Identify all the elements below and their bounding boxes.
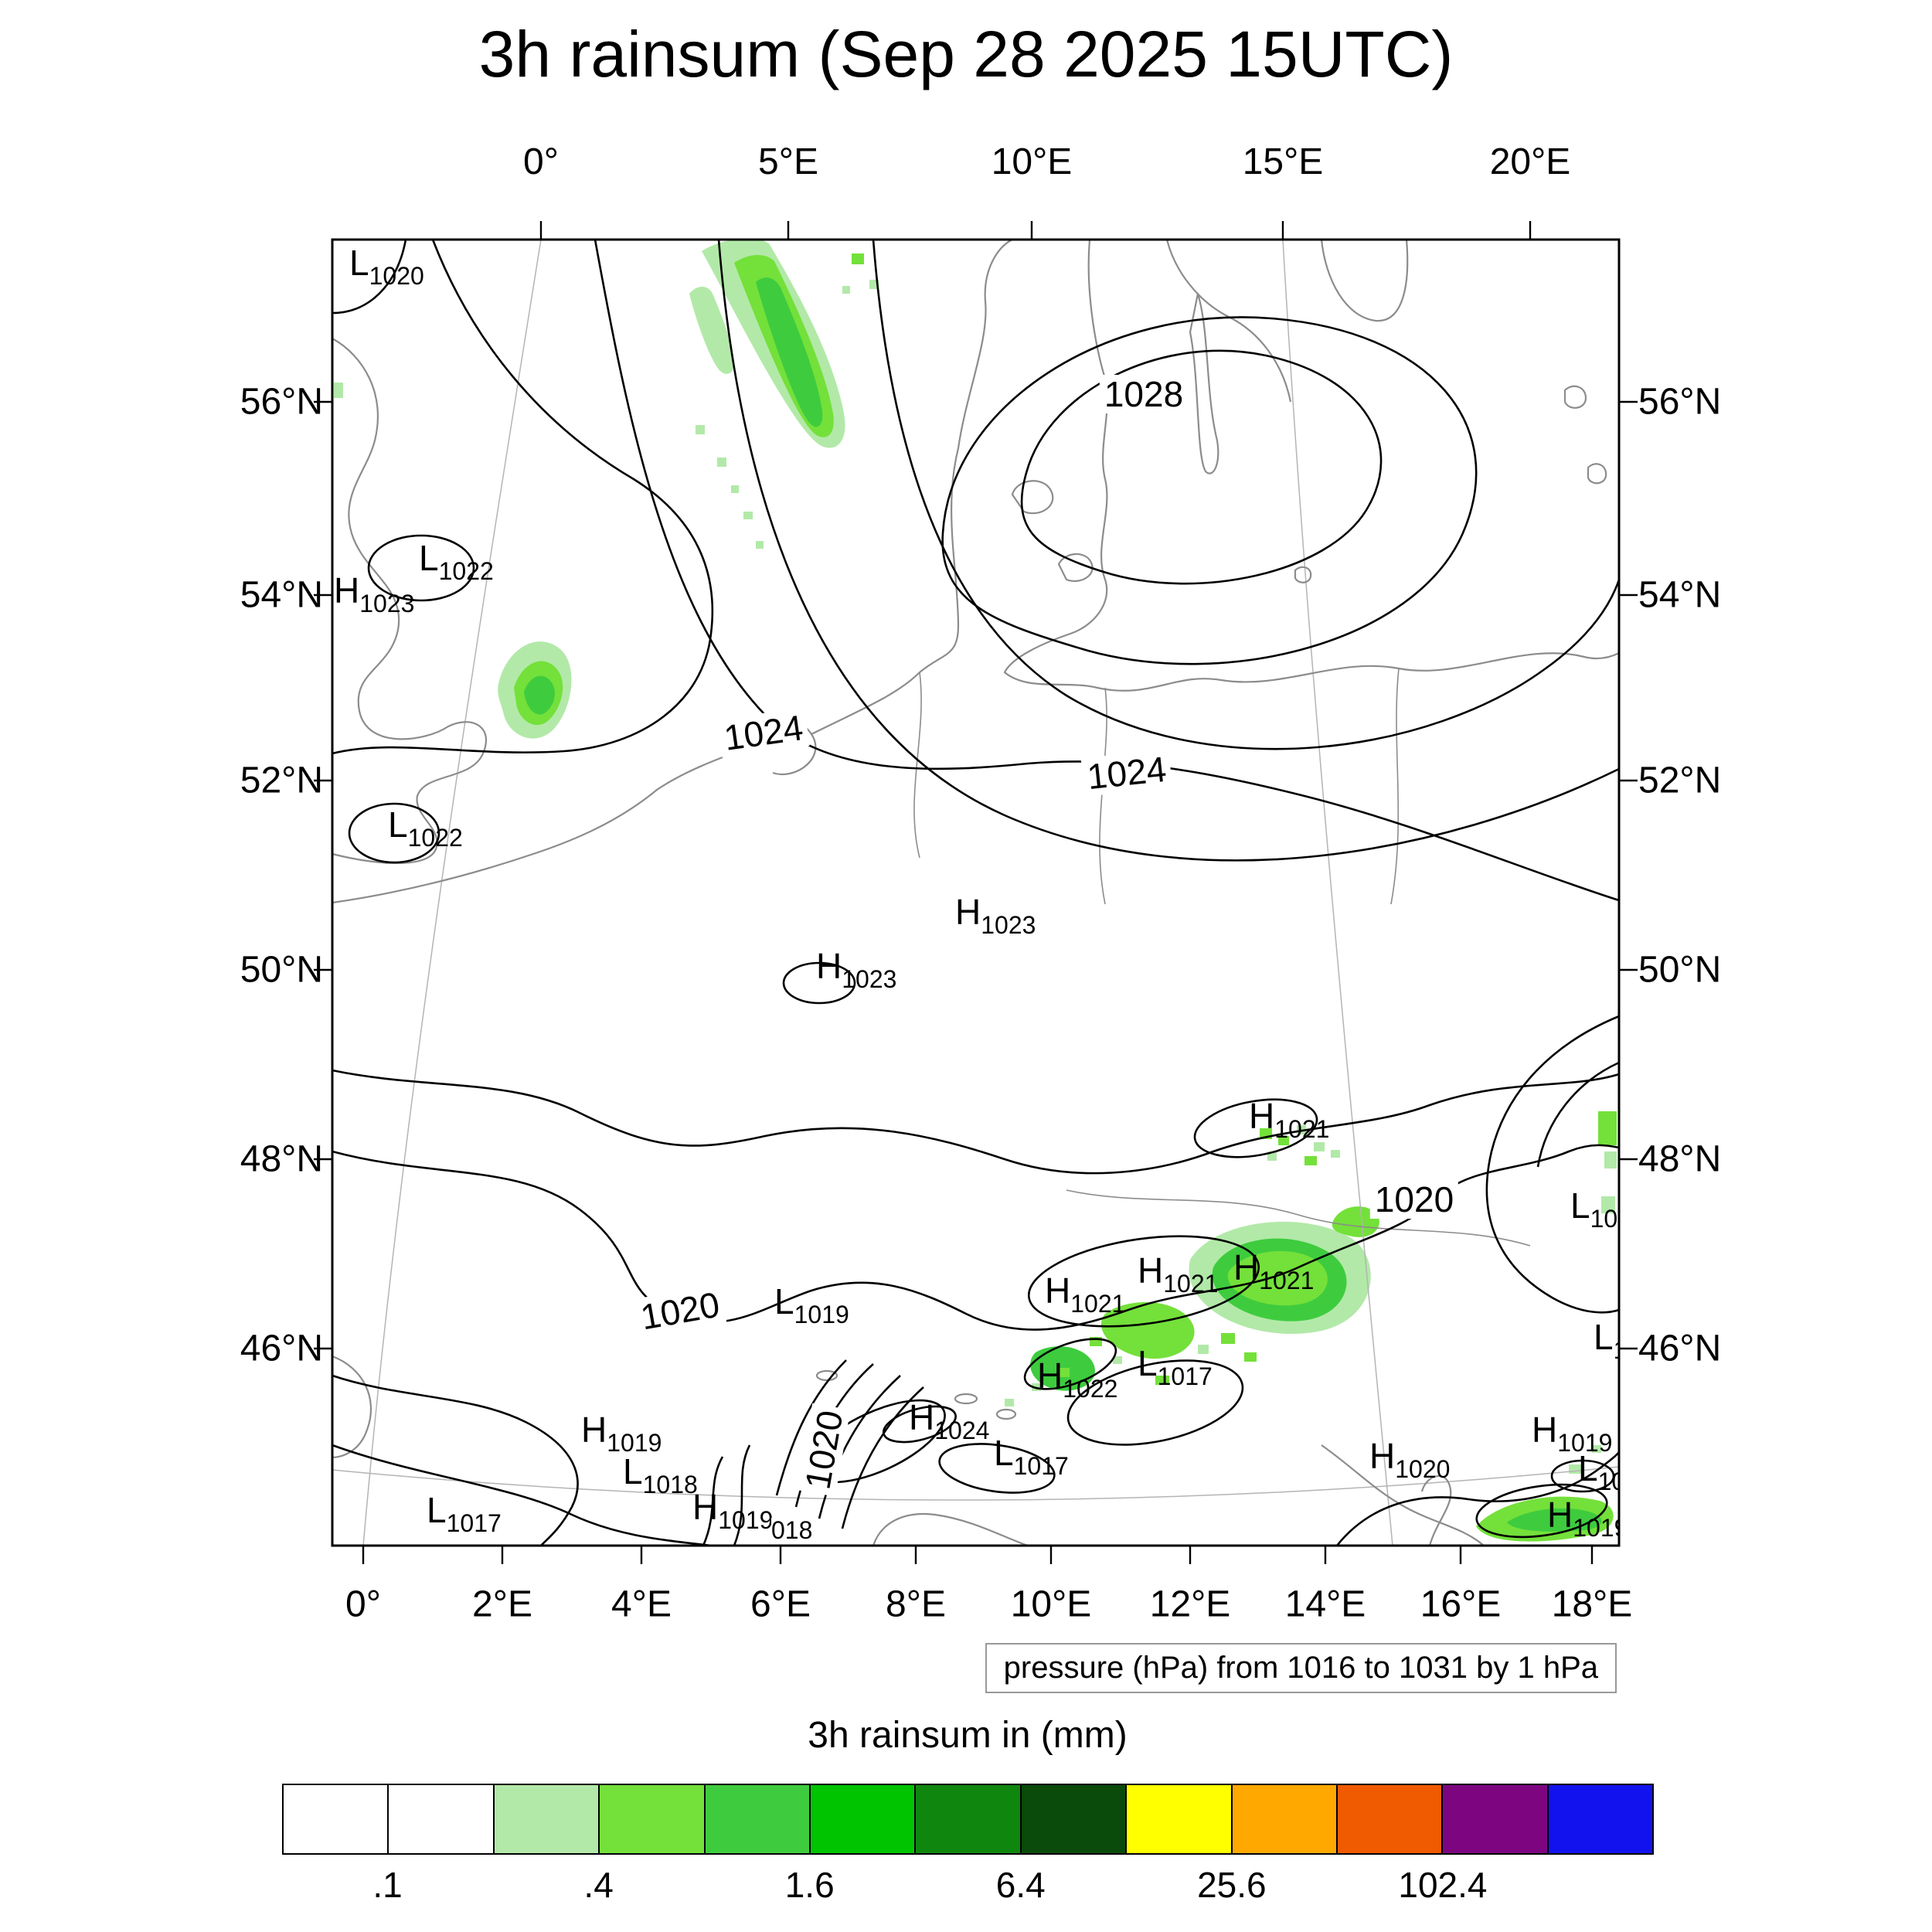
axis-label-left: 50°N <box>240 949 323 991</box>
axis-label-top: 0° <box>523 141 559 182</box>
colorbar-cell <box>389 1785 495 1853</box>
axis-label-bottom: 2°E <box>472 1583 532 1625</box>
axis-label-right: 48°N <box>1638 1138 1722 1180</box>
colorbar-tick-label: 1.6 <box>784 1865 835 1905</box>
axis-label-left: 46°N <box>240 1328 323 1369</box>
isobars <box>332 239 1621 1547</box>
colorbar-tick-label: 102.4 <box>1398 1865 1488 1905</box>
colorbar-tick-label: .4 <box>583 1865 614 1905</box>
colorbar <box>282 1784 1654 1855</box>
axis-label-left: 52°N <box>240 760 323 801</box>
axis-label-right: 56°N <box>1638 381 1722 423</box>
colorbar-cell <box>1127 1785 1233 1853</box>
colorbar-cell <box>1021 1785 1128 1853</box>
axis-label-bottom: 12°E <box>1149 1583 1231 1625</box>
graticule <box>332 239 1620 1546</box>
axis-label-right: 46°N <box>1638 1328 1722 1369</box>
colorbar-title: 3h rainsum in (mm) <box>808 1715 1128 1756</box>
axis-label-right: 50°N <box>1638 949 1722 991</box>
axis-label-left: 54°N <box>240 574 323 616</box>
rain-patches <box>334 238 1617 1542</box>
axis-label-bottom: 0° <box>345 1583 381 1625</box>
colorbar-cell <box>1548 1785 1653 1853</box>
page-title: 3h rainsum (Sep 28 2025 15UTC) <box>478 18 1454 90</box>
colorbar-cell <box>494 1785 600 1853</box>
axis-label-top: 10°E <box>991 141 1073 182</box>
axis-label-bottom: 16°E <box>1420 1583 1502 1625</box>
colorbar-cell <box>810 1785 917 1853</box>
axis-label-left: 56°N <box>240 381 323 423</box>
axis-label-bottom: 18°E <box>1551 1583 1633 1625</box>
axis-label-bottom: 10°E <box>1010 1583 1092 1625</box>
axis-label-top: 5°E <box>758 141 818 182</box>
axis-label-right: 54°N <box>1638 574 1722 616</box>
map-border <box>331 238 1621 1547</box>
map-canvas <box>314 221 1638 1564</box>
axis-label-bottom: 4°E <box>611 1583 672 1625</box>
axis-label-bottom: 8°E <box>886 1583 946 1625</box>
colorbar-tick-label: 6.4 <box>995 1865 1046 1905</box>
colorbar-cell <box>705 1785 811 1853</box>
axis-ticks <box>314 221 1638 1564</box>
colorbar-cell <box>916 1785 1022 1853</box>
colorbar-cell <box>284 1785 389 1853</box>
colorbar-cell <box>1443 1785 1549 1853</box>
coastlines <box>332 239 1620 1547</box>
colorbar-tick-label: .1 <box>372 1865 403 1905</box>
pressure-caption: pressure (hPa) from 1016 to 1031 by 1 hP… <box>985 1643 1617 1693</box>
colorbar-labels: .1 .4 1.6 6.4 25.6 102.4 <box>282 1864 1654 1910</box>
axis-label-bottom: 6°E <box>750 1583 811 1625</box>
colorbar-cell <box>600 1785 706 1853</box>
axis-label-top: 20°E <box>1489 141 1571 182</box>
axis-label-top: 15°E <box>1242 141 1324 182</box>
axis-label-bottom: 14°E <box>1284 1583 1366 1625</box>
colorbar-tick-label: 25.6 <box>1197 1865 1267 1905</box>
colorbar-cell <box>1232 1785 1338 1853</box>
axis-label-left: 48°N <box>240 1138 323 1180</box>
colorbar-cell <box>1337 1785 1444 1853</box>
axis-label-right: 52°N <box>1638 760 1722 801</box>
